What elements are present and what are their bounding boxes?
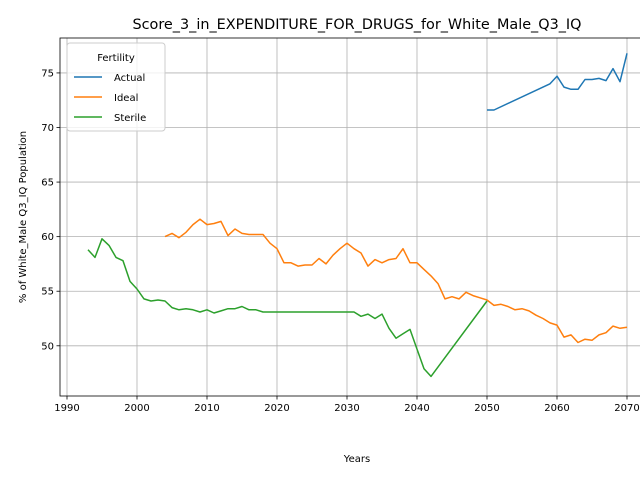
y-tick-label: 55	[41, 287, 54, 298]
y-tick-label: 70	[41, 123, 54, 134]
x-axis-ticks: 1990 2000 2010 2020 2030 2040 2050 2060 2070	[54, 396, 640, 414]
legend-title: Fertility	[97, 53, 135, 64]
x-tick-label: 1990	[54, 403, 79, 414]
x-tick-label: 2030	[334, 403, 359, 414]
legend-label-sterile: Sterile	[114, 113, 146, 124]
x-axis-label: Years	[343, 454, 370, 465]
x-tick-label: 2020	[264, 403, 289, 414]
y-axis-label: % of White_Male Q3_IQ Population	[18, 131, 29, 303]
x-tick-label: 2000	[124, 403, 149, 414]
legend-frame	[66, 42, 166, 132]
chart-title: Score_3_in_EXPENDITURE_FOR_DRUGS_for_Whi…	[132, 17, 581, 33]
series-layer	[87, 53, 628, 378]
grid-lines	[60, 38, 640, 396]
legend-entries: Actual Ideal Sterile	[74, 73, 146, 124]
x-tick-label: 2050	[474, 403, 499, 414]
plot-frame	[59, 37, 640, 397]
x-tick-label: 2060	[544, 403, 569, 414]
y-tick-label: 65	[41, 178, 54, 189]
y-tick-label: 50	[41, 341, 54, 352]
y-tick-label: 75	[41, 68, 54, 79]
x-tick-label: 2010	[194, 403, 219, 414]
legend: Fertility Actual Ideal Sterile	[66, 42, 166, 132]
x-tick-label: 2070	[614, 403, 639, 414]
legend-label-ideal: Ideal	[114, 93, 138, 104]
x-tick-label: 2040	[404, 403, 429, 414]
y-tick-label: 60	[41, 232, 54, 243]
series-line-actual	[487, 53, 628, 111]
y-axis-ticks: 50 55 60 65 70 75	[41, 68, 60, 352]
series-line-ideal	[164, 218, 628, 344]
series-line-sterile	[87, 238, 488, 378]
legend-label-actual: Actual	[114, 73, 145, 84]
